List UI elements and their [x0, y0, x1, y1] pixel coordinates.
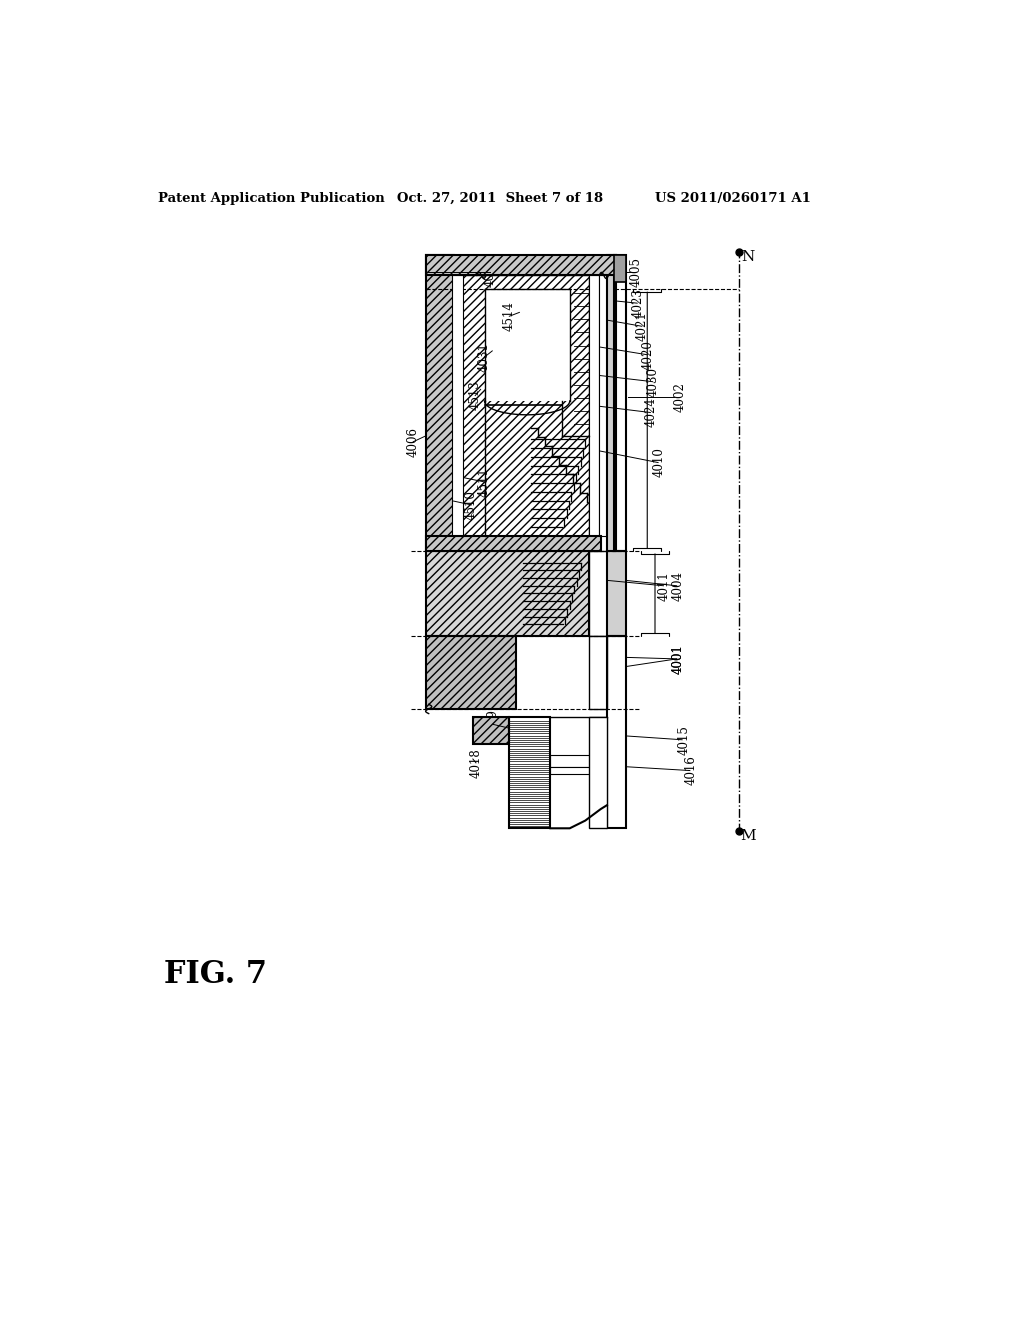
- Text: FIG. 7: FIG. 7: [164, 960, 267, 990]
- Text: 4006: 4006: [407, 426, 420, 457]
- Bar: [426, 255, 616, 276]
- Text: N: N: [741, 249, 755, 264]
- Text: US 2011/0260171 A1: US 2011/0260171 A1: [654, 191, 810, 205]
- Text: 4031: 4031: [478, 342, 490, 372]
- Bar: [589, 717, 607, 829]
- Bar: [426, 255, 454, 552]
- Bar: [589, 552, 607, 636]
- Bar: [454, 276, 589, 536]
- Text: Patent Application Publication: Patent Application Publication: [158, 191, 385, 205]
- Text: 4004: 4004: [672, 570, 685, 601]
- Text: 4005: 4005: [483, 257, 497, 288]
- Bar: [589, 636, 607, 709]
- Text: 4018: 4018: [469, 748, 482, 777]
- Text: 4020: 4020: [641, 339, 654, 370]
- Bar: [550, 755, 601, 767]
- Bar: [550, 767, 601, 775]
- Text: 4001: 4001: [672, 644, 685, 673]
- Bar: [614, 255, 626, 552]
- Bar: [452, 276, 463, 536]
- Text: 4514: 4514: [503, 301, 516, 331]
- Text: 4001: 4001: [672, 644, 685, 673]
- Text: 4010: 4010: [652, 447, 666, 478]
- Bar: [509, 717, 550, 829]
- Bar: [607, 552, 626, 636]
- Text: 4019: 4019: [486, 709, 500, 739]
- Text: 4030: 4030: [647, 367, 659, 397]
- Text: 4011: 4011: [657, 570, 671, 601]
- Bar: [473, 717, 509, 743]
- Text: 4023: 4023: [632, 288, 644, 318]
- Text: Oct. 27, 2011  Sheet 7 of 18: Oct. 27, 2011 Sheet 7 of 18: [397, 191, 603, 205]
- Text: 4510: 4510: [465, 490, 478, 520]
- Bar: [607, 255, 616, 552]
- Bar: [426, 552, 589, 636]
- Text: 4016: 4016: [685, 755, 698, 785]
- Text: 4021: 4021: [636, 312, 649, 341]
- Text: 4511: 4511: [477, 467, 490, 496]
- Bar: [426, 636, 515, 709]
- Text: 4005: 4005: [629, 257, 642, 288]
- Text: 4024: 4024: [645, 397, 657, 428]
- Bar: [614, 255, 626, 281]
- Text: 4015: 4015: [677, 725, 690, 755]
- Text: 4002: 4002: [674, 383, 686, 412]
- Bar: [599, 276, 607, 536]
- Text: M: M: [740, 829, 756, 843]
- Bar: [607, 636, 626, 829]
- Bar: [484, 289, 569, 401]
- Bar: [426, 536, 601, 552]
- Bar: [589, 276, 599, 536]
- Text: 4513: 4513: [469, 380, 481, 411]
